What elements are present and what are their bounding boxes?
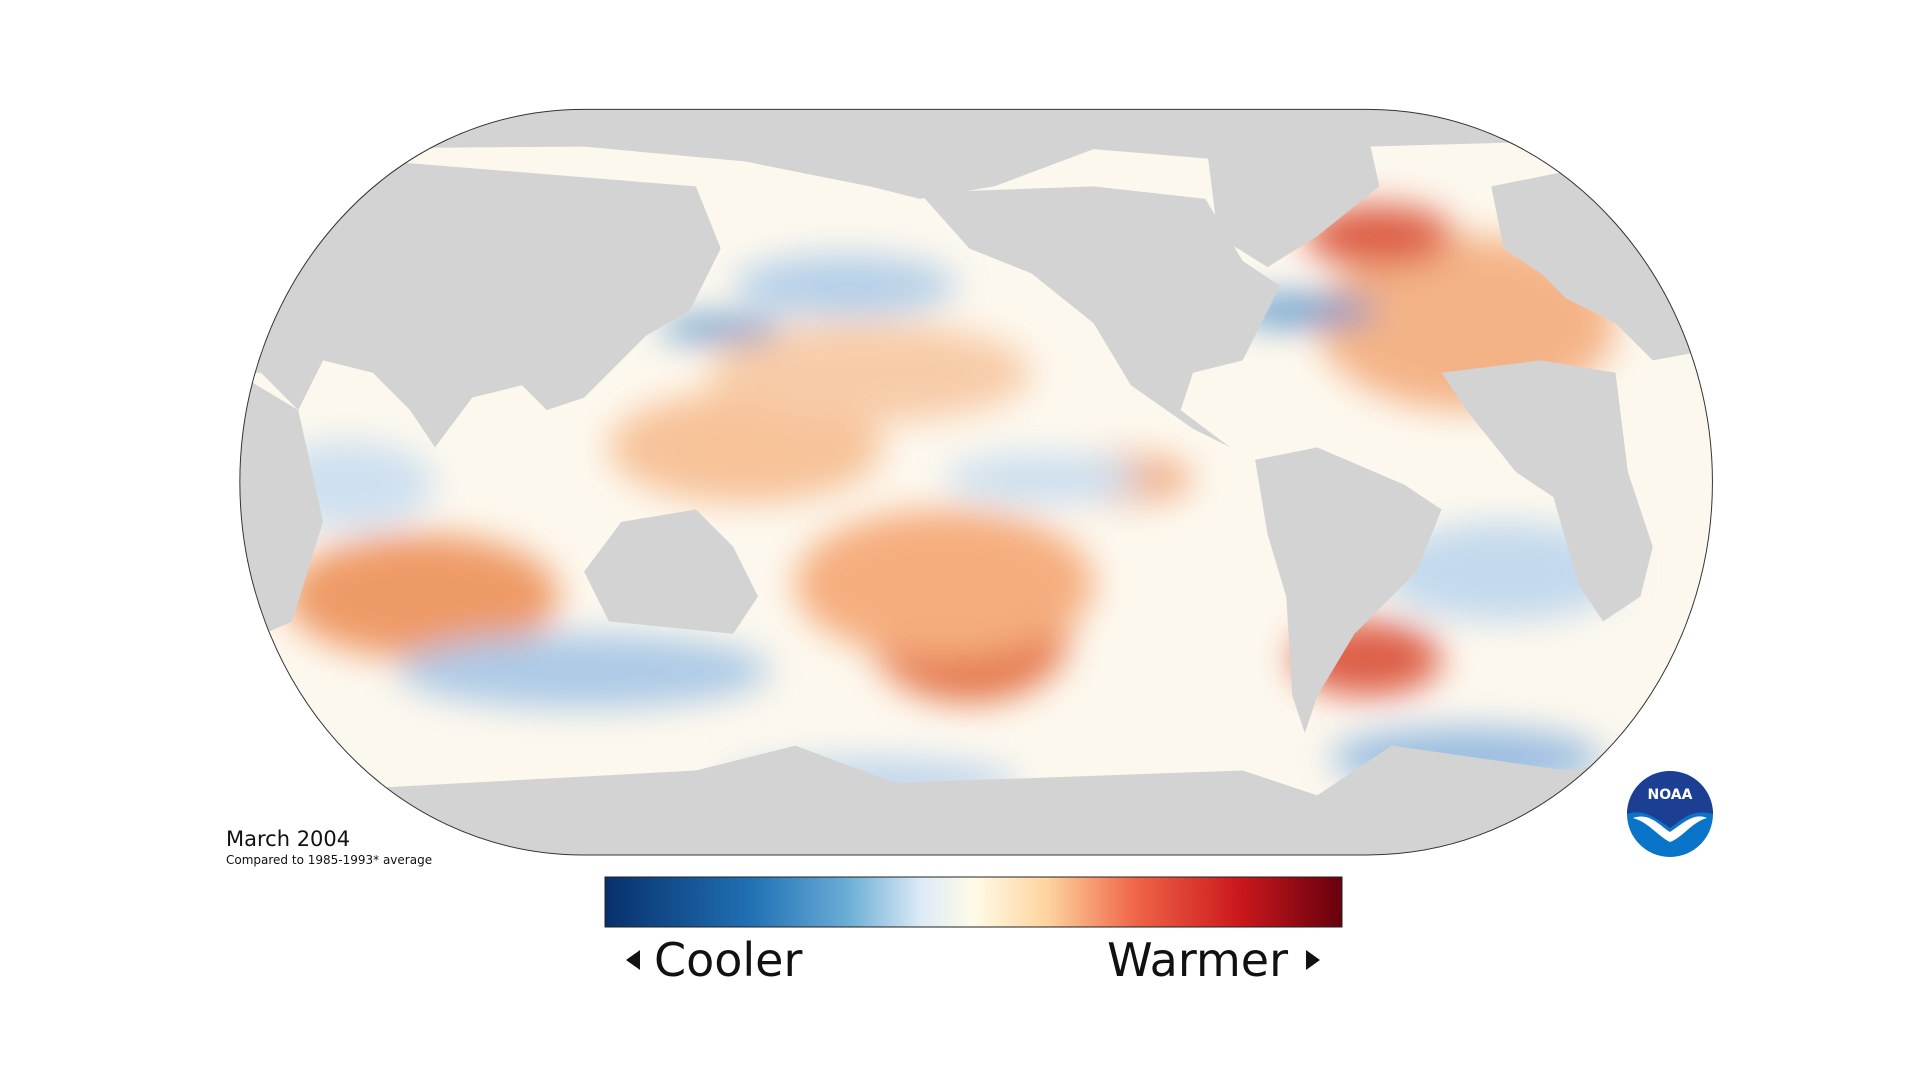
- noaa-logo: NOAA: [1627, 771, 1713, 857]
- sst-anomaly-field: [239, 109, 1713, 855]
- map: [239, 108, 1713, 856]
- map-outline: [239, 108, 1713, 856]
- color-legend: [604, 876, 1343, 928]
- right-arrow: [1306, 950, 1320, 970]
- caption: Compared to 1985-1993* average: [226, 853, 432, 867]
- land: [239, 109, 1713, 855]
- legend-low-label: Cooler: [654, 933, 802, 987]
- date-label: March 2004: [226, 827, 350, 851]
- logo-text: NOAA: [1648, 787, 1693, 803]
- legend-high-label: Warmer: [1107, 933, 1288, 987]
- left-arrow: [626, 950, 640, 970]
